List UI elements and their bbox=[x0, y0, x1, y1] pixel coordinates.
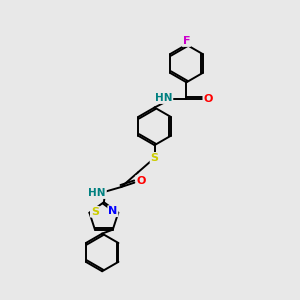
Text: O: O bbox=[204, 94, 213, 104]
Text: O: O bbox=[136, 176, 146, 186]
Text: HN: HN bbox=[88, 188, 106, 198]
Text: S: S bbox=[151, 153, 159, 163]
Text: N: N bbox=[108, 206, 118, 216]
Text: F: F bbox=[183, 36, 190, 46]
Text: HN: HN bbox=[155, 93, 172, 103]
Text: S: S bbox=[91, 207, 99, 217]
